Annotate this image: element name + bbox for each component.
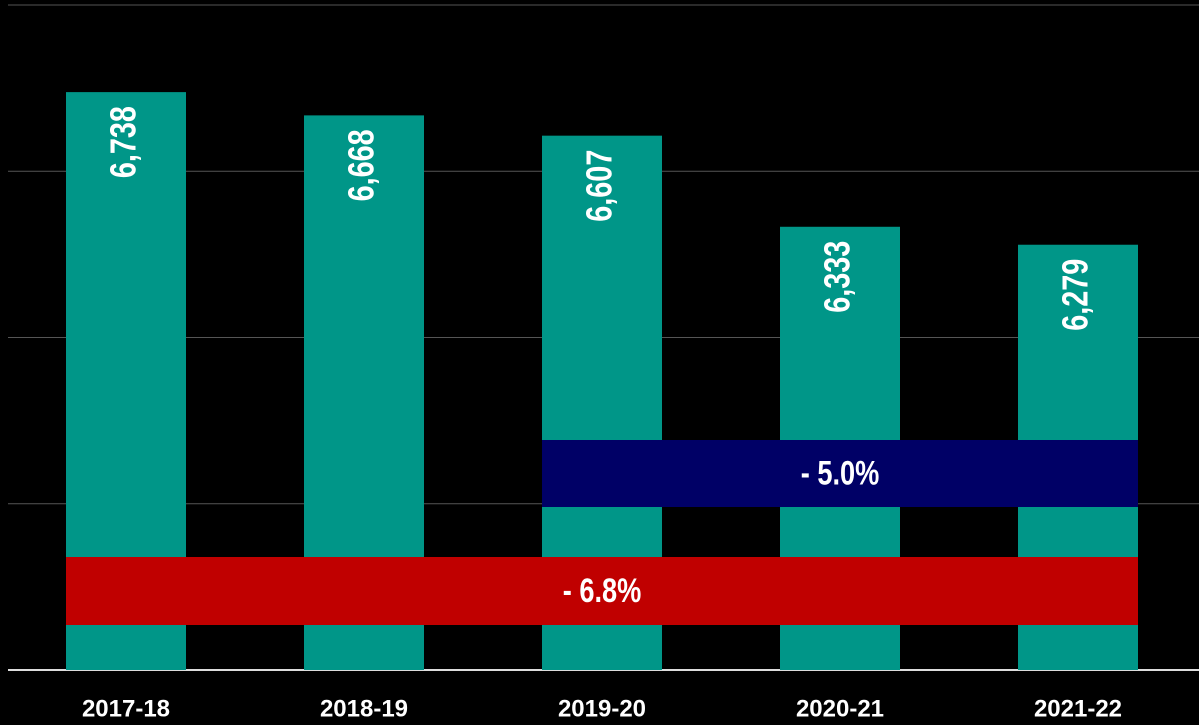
annotation-label: - 5.0% (801, 454, 880, 493)
value-label: 6,738 (102, 106, 143, 178)
value-label: 6,279 (1054, 259, 1095, 331)
annotation-band (66, 557, 1138, 625)
value-label: 6,668 (340, 129, 381, 201)
x-tick-label: 2019-20 (558, 695, 646, 722)
x-tick-label: 2021-22 (1034, 695, 1122, 722)
annotation-band (542, 440, 1138, 507)
annotation-label: - 6.8% (563, 571, 642, 610)
x-tick-label: 2020-21 (796, 695, 884, 722)
value-label: 6,333 (816, 241, 857, 313)
value-label: 6,607 (578, 150, 619, 222)
x-tick-label: 2018-19 (320, 695, 408, 722)
x-tick-label: 2017-18 (82, 695, 170, 722)
